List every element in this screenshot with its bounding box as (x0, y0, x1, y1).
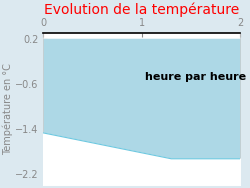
Text: heure par heure: heure par heure (145, 72, 246, 82)
Title: Evolution de la température: Evolution de la température (44, 3, 239, 17)
Y-axis label: Température en °C: Température en °C (3, 63, 13, 155)
